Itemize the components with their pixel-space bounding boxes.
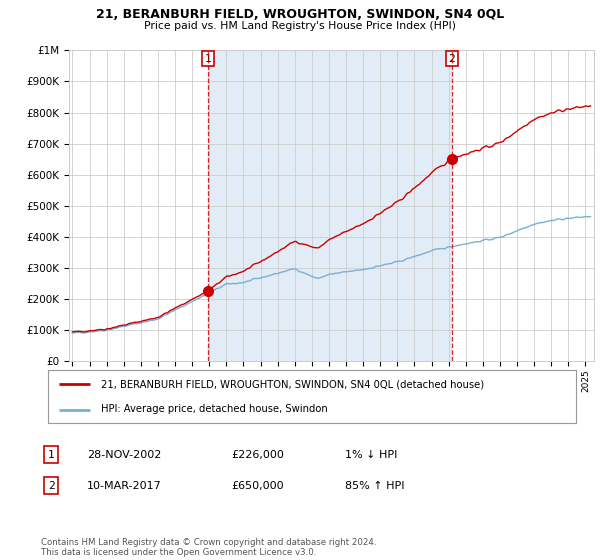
Text: 21, BERANBURH FIELD, WROUGHTON, SWINDON, SN4 0QL (detached house): 21, BERANBURH FIELD, WROUGHTON, SWINDON,… xyxy=(101,380,484,390)
Text: £226,000: £226,000 xyxy=(231,450,284,460)
Text: 10-MAR-2017: 10-MAR-2017 xyxy=(87,480,162,491)
Text: HPI: Average price, detached house, Swindon: HPI: Average price, detached house, Swin… xyxy=(101,404,328,414)
Text: 2: 2 xyxy=(47,480,55,491)
Text: Price paid vs. HM Land Registry's House Price Index (HPI): Price paid vs. HM Land Registry's House … xyxy=(144,21,456,31)
Bar xyxy=(208,50,452,361)
Text: 1: 1 xyxy=(205,54,211,63)
Text: Contains HM Land Registry data © Crown copyright and database right 2024.
This d: Contains HM Land Registry data © Crown c… xyxy=(41,538,376,557)
Text: 1: 1 xyxy=(47,450,55,460)
Text: 2: 2 xyxy=(449,54,455,63)
Text: £650,000: £650,000 xyxy=(231,480,284,491)
Text: 85% ↑ HPI: 85% ↑ HPI xyxy=(345,480,404,491)
Text: 21, BERANBURH FIELD, WROUGHTON, SWINDON, SN4 0QL: 21, BERANBURH FIELD, WROUGHTON, SWINDON,… xyxy=(96,8,504,21)
Text: 28-NOV-2002: 28-NOV-2002 xyxy=(87,450,161,460)
Text: 1% ↓ HPI: 1% ↓ HPI xyxy=(345,450,397,460)
